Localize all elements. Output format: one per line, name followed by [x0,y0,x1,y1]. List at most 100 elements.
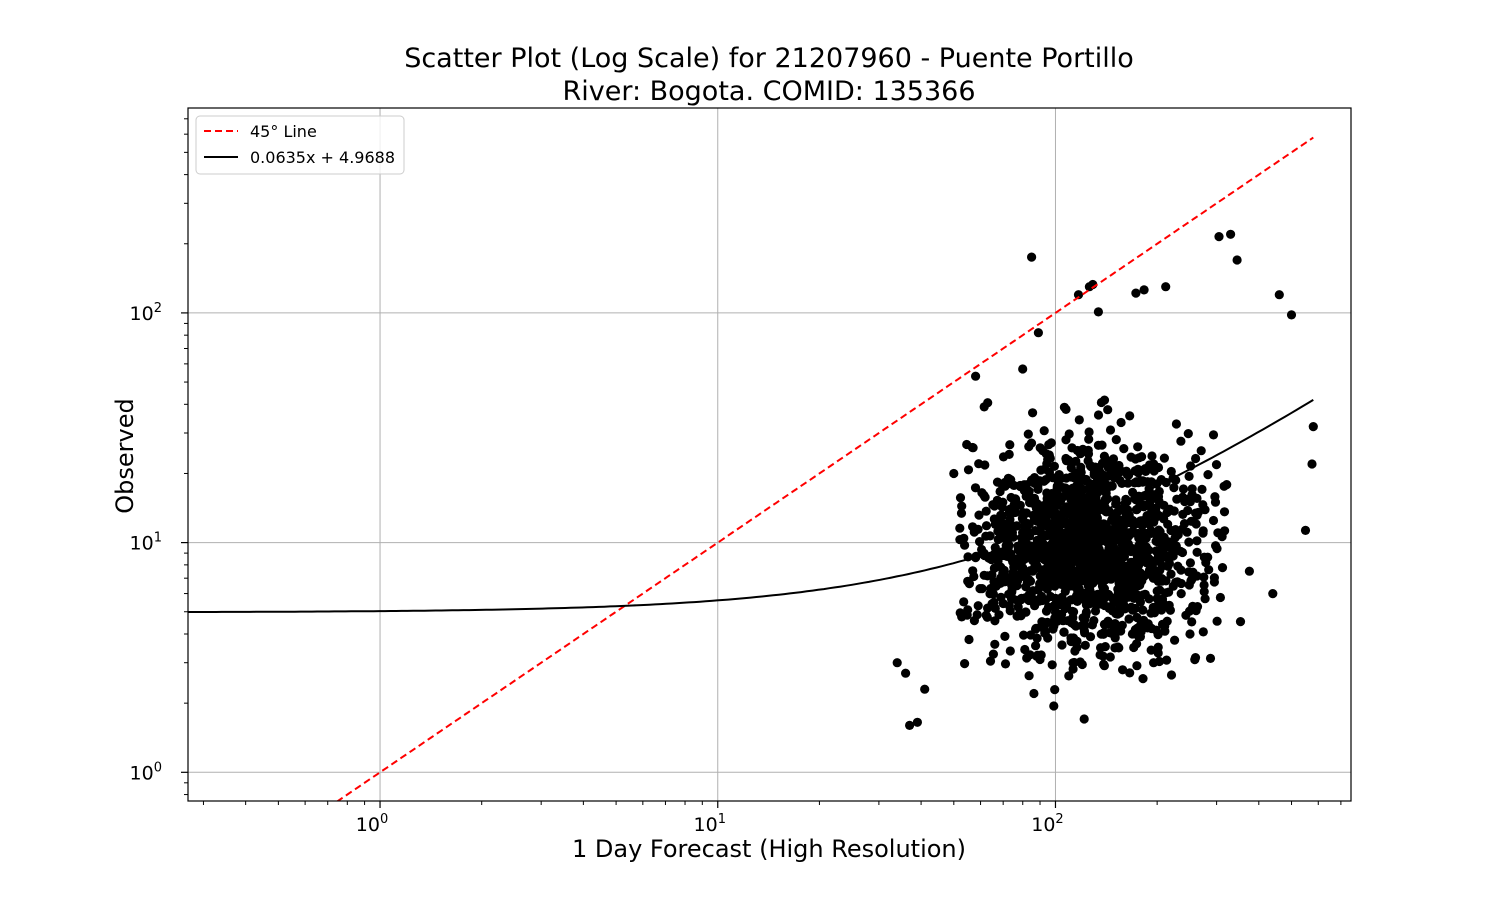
scatter-point [1137,556,1147,566]
scatter-point [1219,481,1229,491]
scatter-point [1039,501,1050,511]
scatter-point [1015,500,1025,510]
scatter-point [1173,561,1183,571]
scatter-point [1093,307,1103,317]
scatter-point [1159,453,1169,463]
scatter-point [1046,438,1056,448]
scatter-point [1161,576,1171,586]
scatter-point [1108,513,1118,523]
scatter-point [1307,459,1317,469]
scatter-point [1093,570,1103,581]
scatter-point [1049,701,1059,711]
scatter-point [1196,446,1206,456]
scatter-point [1102,482,1112,492]
scatter-point [1100,535,1111,545]
scatter-point [1143,545,1153,555]
scatter-point [1019,630,1029,640]
scatter-point [1164,587,1174,597]
scatter-point [1192,536,1202,546]
scatter-point [1113,609,1123,619]
scatter-point [1056,568,1066,578]
scatter-point [1117,478,1127,488]
scatter-point [970,483,981,493]
scatter-point [1080,621,1090,631]
scatter-point [1199,587,1209,597]
scatter-point [1048,624,1058,634]
scatter-point [1005,440,1015,450]
scatter-point [1018,508,1028,518]
scatter-point [1232,255,1242,265]
scatter-point [1217,563,1228,573]
scatter-point [1133,628,1143,638]
y-tick-label: 102 [130,301,162,325]
scatter-point [1063,578,1073,588]
scatter-point [985,656,996,666]
scatter-point [1187,617,1197,627]
scatter-point [991,581,1001,591]
scatter-point [1138,605,1148,615]
scatter-point [981,506,991,516]
scatter-point [997,533,1008,543]
legend: 45° Line 0.0635x + 4.9688 [195,115,405,175]
scatter-point [1056,553,1066,564]
scatter-point [1070,646,1080,656]
scatter-point [1024,595,1034,606]
scatter-point [1087,488,1097,498]
scatter-point [1006,492,1016,503]
scatter-point [1018,548,1028,558]
scatter-point [1075,465,1086,475]
scatter-point [1187,484,1197,494]
scatter-point [990,639,1000,649]
y-tick-label: 101 [130,531,162,555]
scatter-point [1080,640,1090,650]
scatter-point [1163,561,1173,571]
x-axis-label: 1 Day Forecast (High Resolution) [572,835,966,863]
scatter-point [1153,642,1163,652]
scatter-point [1159,500,1169,510]
scatter-point [1308,422,1318,432]
chart-title-line-2: River: Bogota. COMID: 135366 [562,76,975,107]
scatter-point [1000,631,1010,642]
scatter-point [1039,426,1049,436]
scatter-point [1067,443,1077,453]
scatter-point [977,584,987,594]
scatter-point [1119,444,1129,454]
scatter-point [979,490,989,500]
scatter-point [1100,552,1110,562]
scatter-point [1132,544,1142,554]
scatter-point [892,658,902,668]
scatter-point [964,634,974,645]
scatter-point [1045,591,1056,602]
scatter-point [1170,525,1181,535]
scatter-point [997,518,1007,528]
scatter-point [1081,474,1091,485]
scatter-point [1208,515,1219,526]
scatter-point [1137,576,1147,586]
scatter-point [1093,410,1104,420]
scatter-point [1219,507,1230,517]
scatter-point [1191,453,1201,464]
scatter-point [1145,493,1155,503]
scatter-point [1104,602,1114,612]
scatter-point [1203,470,1213,480]
scatter-point [1026,630,1036,640]
scatter-point [1084,434,1094,444]
scatter-point [1028,566,1038,576]
scatter-point [1032,597,1042,607]
scatter-point [988,649,999,659]
scatter-point [1152,492,1162,502]
scatter-point [1096,629,1106,639]
scatter-point [1034,583,1044,593]
scatter-point [1190,653,1201,663]
scatter-point [1204,565,1214,575]
scatter-point [972,610,982,620]
scatter-point [1182,527,1192,537]
scatter-point [1130,478,1140,488]
scatter-point [1212,616,1222,626]
scatter-point [1162,655,1172,665]
scatter-point [1080,628,1090,638]
scatter-point [1103,616,1113,626]
scatter-point [1007,587,1017,597]
scatter-point [1004,601,1014,611]
